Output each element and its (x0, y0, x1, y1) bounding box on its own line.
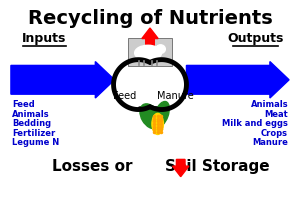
Text: Legume N: Legume N (12, 138, 59, 147)
Text: Bedding: Bedding (12, 119, 51, 128)
Text: Crops: Crops (261, 129, 288, 138)
Text: Manure: Manure (157, 91, 193, 101)
Text: Losses or: Losses or (52, 159, 133, 174)
Text: Animals: Animals (250, 100, 288, 109)
Text: Fertilizer: Fertilizer (12, 129, 55, 138)
Ellipse shape (135, 45, 161, 61)
Ellipse shape (152, 113, 164, 135)
FancyArrow shape (186, 62, 289, 98)
Text: Recycling of Nutrients: Recycling of Nutrients (28, 9, 272, 28)
FancyBboxPatch shape (128, 38, 172, 66)
Ellipse shape (140, 104, 160, 129)
Text: Animals: Animals (12, 110, 50, 119)
Text: Outputs: Outputs (227, 32, 284, 45)
Text: Feed: Feed (113, 91, 137, 101)
Ellipse shape (154, 101, 169, 127)
Text: Manure: Manure (252, 138, 288, 147)
FancyArrow shape (142, 28, 158, 49)
Text: Soil Storage: Soil Storage (165, 159, 269, 174)
Text: Meat: Meat (264, 110, 288, 119)
Text: Inputs: Inputs (22, 32, 67, 45)
FancyArrow shape (11, 62, 115, 98)
Text: Milk and eggs: Milk and eggs (222, 119, 288, 128)
FancyArrow shape (172, 159, 189, 177)
Ellipse shape (156, 45, 165, 53)
Text: Feed: Feed (12, 100, 34, 109)
